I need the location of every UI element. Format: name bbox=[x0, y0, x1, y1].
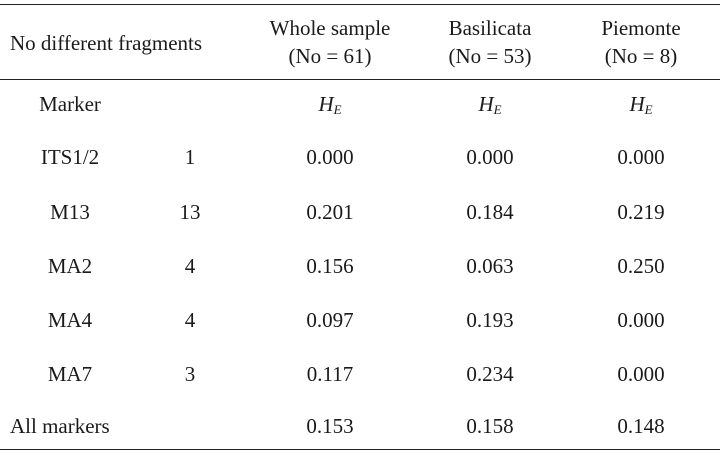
table-row-piemonte: 0.000 bbox=[617, 308, 665, 332]
table-row-marker-all: All markers bbox=[10, 414, 110, 438]
table-row-fragments: 3 bbox=[184, 362, 196, 386]
table-row-piemonte: 0.000 bbox=[617, 362, 665, 386]
bottom-rule bbox=[0, 449, 720, 450]
table-row-whole: 0.117 bbox=[306, 362, 354, 386]
table-row-basilicata: 0.193 bbox=[466, 308, 514, 332]
table-row-marker: MA2 bbox=[47, 254, 93, 278]
table-row-marker: M13 bbox=[50, 200, 90, 224]
table-row-fragments: 4 bbox=[184, 254, 196, 278]
table-row-basilicata: 0.234 bbox=[466, 362, 514, 386]
table-row-marker: MA7 bbox=[47, 362, 93, 386]
table-row-fragments: 4 bbox=[184, 308, 196, 332]
table-row-marker: ITS1/2 bbox=[40, 145, 100, 169]
table-row-whole: 0.201 bbox=[306, 200, 354, 224]
header-fragments: No different fragments bbox=[10, 31, 203, 55]
table-row-basilicata: 0.158 bbox=[466, 414, 514, 438]
he-label-whole: HE bbox=[318, 92, 342, 117]
header-basilicata: Basilicata bbox=[448, 16, 532, 40]
table-row-whole: 0.000 bbox=[306, 145, 354, 169]
table-row-piemonte: 0.148 bbox=[617, 414, 665, 438]
header-whole-sample: Whole sample bbox=[269, 16, 391, 40]
table-row-marker: MA4 bbox=[47, 308, 93, 332]
table-row-basilicata: 0.000 bbox=[466, 145, 514, 169]
table-row-fragments: 1 bbox=[184, 145, 196, 169]
he-label-piemonte: HE bbox=[629, 92, 653, 117]
header-basilicata-count: (No = 53) bbox=[448, 44, 532, 68]
table-row-piemonte: 0.000 bbox=[617, 145, 665, 169]
header-rule bbox=[0, 79, 720, 80]
table-row-whole: 0.156 bbox=[306, 254, 354, 278]
he-label-basilicata: HE bbox=[478, 92, 502, 117]
table-row-whole: 0.153 bbox=[306, 414, 354, 438]
table-row-basilicata: 0.063 bbox=[466, 254, 514, 278]
header-whole-sample-count: (No = 61) bbox=[288, 44, 372, 68]
table-row-whole: 0.097 bbox=[306, 308, 354, 332]
table-row-piemonte: 0.219 bbox=[617, 200, 665, 224]
header-piemonte: Piemonte bbox=[601, 16, 681, 40]
top-rule bbox=[0, 4, 720, 5]
header-piemonte-count: (No = 8) bbox=[604, 44, 678, 68]
table-row-piemonte: 0.250 bbox=[617, 254, 665, 278]
table-row-fragments: 13 bbox=[179, 200, 201, 224]
marker-column-label: Marker bbox=[39, 92, 101, 116]
table-row-basilicata: 0.184 bbox=[466, 200, 514, 224]
